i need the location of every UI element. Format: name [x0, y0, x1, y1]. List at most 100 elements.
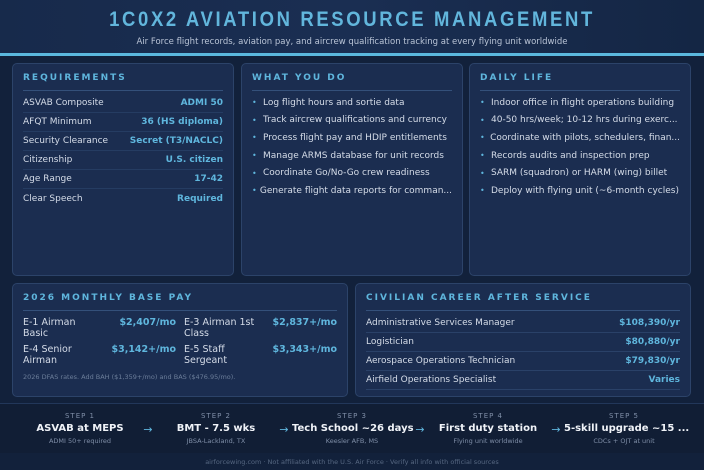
requirement-label: Age Range: [23, 174, 72, 184]
list-item-text: Coordinate Go/No-Go crew readiness: [263, 168, 430, 179]
step-title: 5-skill upgrade ~15 ...: [564, 423, 690, 434]
list-item-text: Manage ARMS database for unit records: [263, 150, 444, 161]
bullet-icon: •: [480, 98, 485, 108]
step-title: First duty station: [438, 423, 538, 434]
bullet-icon: •: [252, 151, 257, 161]
header: 1C0X2 AVIATION RESOURCE MANAGEMENT Air F…: [0, 0, 704, 53]
list-item-text: Log flight hours and sortie data: [263, 97, 405, 108]
list-item: • Log flight hours and sortie data: [252, 94, 452, 112]
career-step: STEP 1 ASVAB at MEPS ADMI 50+ required: [20, 412, 140, 445]
step-number: STEP 3: [336, 412, 368, 420]
requirement-label: Citizenship: [23, 155, 73, 165]
requirement-label: AFQT Minimum: [23, 117, 92, 127]
list-item-text: Track aircrew qualifications and currenc…: [263, 115, 447, 126]
requirement-row: Citizenship U.S. citizen: [23, 151, 223, 170]
arrow-right-icon: →: [551, 423, 561, 436]
list-item-text: Deploy with flying unit (~6-month cycles…: [491, 185, 679, 196]
bullet-icon: •: [252, 115, 257, 125]
list-item-text: Coordinate with pilots, schedulers, fina…: [490, 132, 680, 143]
card-title: 2026 MONTHLY BASE PAY: [23, 293, 337, 311]
pay-grade-label: E-4 Senior Airman: [23, 344, 72, 366]
list-item-text: Indoor office in flight operations build…: [491, 97, 675, 108]
step-detail: Flying unit worldwide: [453, 437, 523, 445]
pay-grade-label: E-1 Airman Basic: [23, 317, 76, 339]
step-number: STEP 1: [64, 412, 96, 420]
job-title: Administrative Services Manager: [366, 318, 515, 328]
career-step: STEP 2 BMT - 7.5 wks JBSA-Lackland, TX: [156, 412, 276, 445]
career-step: STEP 3 Tech School ~26 days Keesler AFB, M…: [292, 412, 414, 445]
bullet-icon: •: [480, 186, 485, 196]
requirements-card: REQUIREMENTS ASVAB Composite ADMI 50 AFQT …: [12, 63, 234, 276]
what-you-do-card: WHAT YOU DO • Log flight hours and sortie…: [241, 63, 463, 276]
card-title: DAILY LIFE: [480, 73, 680, 91]
civilian-job-row: Logistician $80,880/yr: [366, 333, 680, 352]
requirement-value: Required: [177, 193, 223, 204]
requirement-value: 36 (HS diploma): [141, 117, 223, 127]
card-title: CIVILIAN CAREER AFTER SERVICE: [366, 293, 680, 311]
page-subtitle: Air Force flight records, aviation pay, …: [136, 37, 568, 47]
job-salary: $108,390/yr: [619, 318, 680, 328]
accent-bar: [0, 53, 704, 56]
card-title: REQUIREMENTS: [23, 73, 223, 91]
job-title: Airfield Operations Specialist: [366, 375, 497, 385]
bullet-icon: •: [480, 133, 485, 143]
bullet-icon: •: [480, 151, 485, 161]
pay-value: $3,142+/mo: [111, 344, 176, 355]
job-salary: $80,880/yr: [625, 337, 680, 347]
requirement-label: ASVAB Composite: [23, 98, 104, 108]
step-number: STEP 5: [608, 412, 640, 420]
requirement-row: Age Range 17-42: [23, 170, 223, 189]
requirement-label: Security Clearance: [23, 136, 109, 146]
bullet-icon: •: [480, 168, 485, 178]
list-item-text: Process flight pay and HDIP entitlements: [263, 132, 447, 143]
arrow-right-icon: →: [279, 423, 289, 436]
pay-note: 2026 DFAS rates. Add BAH ($1,359+/mo) an…: [23, 373, 236, 381]
bullet-icon: •: [252, 186, 257, 196]
list-item: • SARM (squadron) or HARM (wing) billet: [480, 164, 680, 182]
list-item: • Indoor office in flight operations buil…: [480, 94, 680, 112]
job-salary: Varies: [648, 375, 680, 385]
list-item-text: SARM (squadron) or HARM (wing) billet: [491, 168, 668, 179]
requirement-value: 17-42: [194, 174, 223, 184]
requirement-row: Security Clearance Secret (T3/NACLC): [23, 132, 223, 151]
civilian-job-row: Airfield Operations Specialist Varies: [366, 371, 680, 390]
requirement-row: ASVAB Composite ADMI 50: [23, 94, 223, 113]
step-title: BMT - 7.5 wks: [176, 423, 256, 434]
bullet-icon: •: [252, 98, 257, 108]
footer: airforcewing.com · Not affiliated with t…: [205, 458, 499, 466]
civilian-job-row: Administrative Services Manager $108,390/…: [366, 314, 680, 333]
pay-card: 2026 MONTHLY BASE PAY E-1 Airman Basic $2…: [12, 283, 348, 397]
bullet-icon: •: [480, 115, 485, 125]
page-title: 1C0X2 AVIATION RESOURCE MANAGEMENT: [109, 8, 595, 31]
requirement-value: Secret (T3/NACLC): [129, 136, 223, 146]
bullet-icon: •: [252, 168, 257, 178]
requirement-row: Clear Speech Required: [23, 189, 223, 208]
step-number: STEP 2: [200, 412, 232, 420]
step-detail: ADMI 50+ required: [48, 437, 112, 445]
list-item: • Manage ARMS database for unit records: [252, 147, 452, 165]
civilian-card: CIVILIAN CAREER AFTER SERVICE Administra…: [355, 283, 691, 397]
list-item: • 40-50 hrs/week; 10-12 hrs during exerc.…: [480, 112, 680, 130]
list-item-text: 40-50 hrs/week; 10-12 hrs during exerc..…: [491, 115, 678, 126]
job-title: Logistician: [366, 337, 414, 347]
list-item: • Records audits and inspection prep: [480, 147, 680, 165]
civilian-job-row: Aerospace Operations Technician $79,830/y…: [366, 352, 680, 371]
requirement-label: Clear Speech: [23, 193, 83, 204]
arrow-right-icon: →: [415, 423, 425, 436]
card-title: WHAT YOU DO: [252, 73, 452, 91]
step-number: STEP 4: [472, 412, 504, 420]
list-item: • Coordinate Go/No-Go crew readiness: [252, 164, 452, 182]
step-title: Tech School ~26 days: [292, 423, 414, 434]
pay-value: $2,407/mo: [119, 317, 176, 328]
step-detail: CDCs + OJT at unit: [593, 437, 655, 445]
job-salary: $79,830/yr: [625, 356, 680, 366]
career-step: STEP 5 5-skill upgrade ~15 ... CDCs + OJT …: [564, 412, 690, 445]
pay-value: $3,343+/mo: [272, 344, 337, 355]
list-item: • Track aircrew qualifications and curren…: [252, 112, 452, 130]
pay-value: $2,837+/mo: [272, 317, 337, 328]
requirement-row: AFQT Minimum 36 (HS diploma): [23, 113, 223, 132]
career-step: STEP 4 First duty station Flying unit worl…: [428, 412, 548, 445]
list-item: • Coordinate with pilots, schedulers, fin…: [480, 129, 680, 147]
pay-grade-label: E-3 Airman 1st Class: [184, 317, 255, 339]
requirement-value: U.S. citizen: [165, 155, 223, 165]
